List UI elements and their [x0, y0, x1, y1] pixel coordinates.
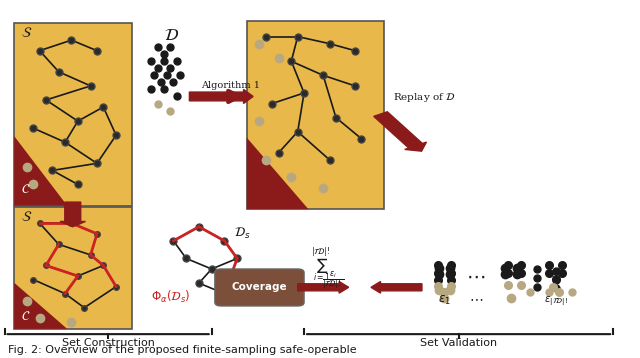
Text: $\cdots$: $\cdots$: [469, 291, 483, 305]
Polygon shape: [14, 136, 67, 205]
Text: $\sum_{i=1}^{|\mathcal{TD}|!}$: $\sum_{i=1}^{|\mathcal{TD}|!}$: [311, 246, 332, 285]
Text: $\Phi_\alpha(\mathcal{D}_s)$: $\Phi_\alpha(\mathcal{D}_s)$: [151, 289, 191, 305]
Text: Set Construction: Set Construction: [62, 338, 155, 348]
Text: Algorithm 1: Algorithm 1: [201, 81, 260, 90]
Text: $\epsilon_1$: $\epsilon_1$: [438, 294, 451, 306]
Text: $\mathcal{C}$: $\mathcal{C}$: [20, 310, 30, 323]
Text: Set Validation: Set Validation: [420, 338, 497, 348]
FancyArrow shape: [374, 112, 426, 151]
Text: Coverage: Coverage: [232, 282, 287, 292]
Text: $\frac{\epsilon_i}{|\mathcal{TD}|!}$: $\frac{\epsilon_i}{|\mathcal{TD}|!}$: [322, 270, 344, 292]
FancyArrow shape: [371, 281, 422, 293]
Polygon shape: [14, 283, 67, 329]
FancyBboxPatch shape: [14, 207, 132, 329]
Text: $\mathcal{S}$: $\mathcal{S}$: [20, 26, 32, 40]
Text: $\epsilon_{|\mathcal{TD}|!}$: $\epsilon_{|\mathcal{TD}|!}$: [544, 295, 568, 308]
Text: $\mathcal{D}$: $\mathcal{D}$: [164, 26, 179, 44]
FancyBboxPatch shape: [215, 269, 304, 306]
Text: $\mathcal{C}$: $\mathcal{C}$: [20, 183, 30, 196]
FancyArrow shape: [189, 90, 253, 103]
Text: Fig. 2: Overview of the proposed finite-sampling safe-operable: Fig. 2: Overview of the proposed finite-…: [8, 345, 356, 355]
FancyArrow shape: [298, 281, 349, 293]
FancyBboxPatch shape: [246, 21, 384, 209]
Text: $\mathcal{D}_s$: $\mathcal{D}_s$: [234, 226, 250, 241]
Text: $\cdots$: $\cdots$: [467, 266, 486, 285]
FancyArrow shape: [60, 202, 86, 227]
Text: $\mathcal{S}$: $\mathcal{S}$: [20, 211, 32, 224]
FancyBboxPatch shape: [14, 23, 132, 205]
Text: Replay of $\mathcal{D}$: Replay of $\mathcal{D}$: [394, 91, 456, 104]
Polygon shape: [246, 137, 308, 209]
